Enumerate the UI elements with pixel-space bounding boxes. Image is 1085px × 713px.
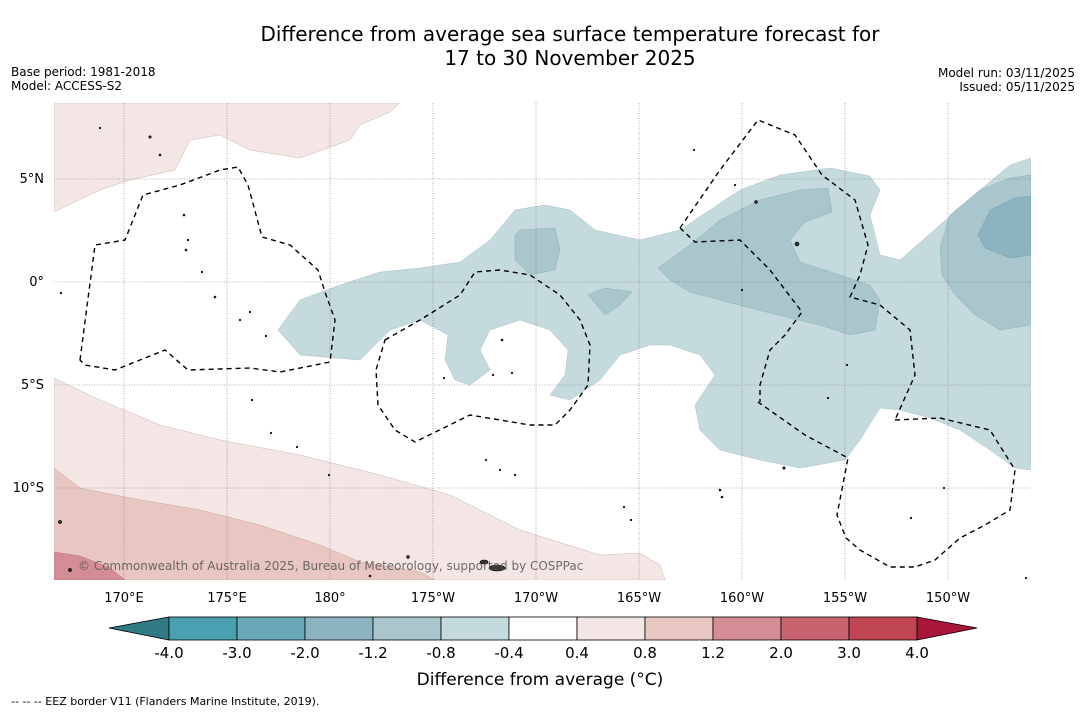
colorbar-bin <box>372 616 442 641</box>
colorbar-bin <box>780 616 850 641</box>
lon-label: 170°E <box>104 591 144 606</box>
colorbar-bin <box>576 616 646 641</box>
longitude-labels: 170°E 175°E 180° 175°W 170°W 165°W 160°W… <box>104 591 970 606</box>
eez-footnote: -- -- -- EEZ border V11 (Flanders Marine… <box>11 695 320 708</box>
lon-label: 160°W <box>720 591 764 606</box>
cool-region-light <box>277 157 1031 471</box>
colorbar-tick-label: -1.2 <box>358 644 387 662</box>
copyright-notice: © Commonwealth of Australia 2025, Bureau… <box>78 559 583 573</box>
colorbar-tick-label: 0.8 <box>633 644 657 662</box>
warm-region-south-strong <box>54 551 126 580</box>
colorbar-tick-label: 0.4 <box>565 644 589 662</box>
issued-date: Issued: 05/11/2025 <box>959 80 1075 94</box>
lon-label: 165°W <box>617 591 661 606</box>
colorbar-bin <box>440 616 510 641</box>
colorbar-tick-label: 4.0 <box>905 644 929 662</box>
colorbar-bin <box>304 616 374 641</box>
eez-borders <box>79 119 1016 568</box>
base-period: Base period: 1981-2018 <box>11 65 156 79</box>
colorbar-tick-label: -0.4 <box>494 644 523 662</box>
cool-region-medium-4 <box>587 287 633 316</box>
latitude-labels: 5°N 0° 5°S 10°S <box>13 172 44 496</box>
islands <box>58 126 1028 580</box>
anomaly-field: © Commonwealth of Australia 2025, Bureau… <box>54 103 1031 580</box>
lat-label: 5°N <box>20 172 45 187</box>
colorbar-bin <box>644 616 714 641</box>
colorbar-bin <box>236 616 306 641</box>
colorbar-title: Difference from average (°C) <box>416 670 664 690</box>
lon-label: 180° <box>314 591 345 606</box>
colorbar-tick-label: -4.0 <box>154 644 183 662</box>
lon-label: 175°W <box>411 591 455 606</box>
eez-cook-north <box>757 401 1016 568</box>
eez-kiribati-gilbert <box>79 166 336 373</box>
map-title: Difference from average sea surface temp… <box>0 22 1085 70</box>
colorbar-bin <box>848 616 918 641</box>
colorbar-over-arrow <box>916 616 978 641</box>
colorbar-tick-label: -2.0 <box>290 644 319 662</box>
meta-right: Model run: 03/11/2025 Issued: 05/11/2025 <box>938 66 1075 94</box>
lon-label: 175°E <box>207 591 247 606</box>
colorbar-tick-label: 1.2 <box>701 644 725 662</box>
eez-line-islands-inner <box>679 227 803 402</box>
lon-label: 170°W <box>514 591 558 606</box>
model-run: Model run: 03/11/2025 <box>937 66 1075 80</box>
lon-label: 150°W <box>926 591 970 606</box>
colorbar-tick-label: -3.0 <box>222 644 251 662</box>
colorbar-bin <box>508 616 578 641</box>
meta-left: Base period: 1981-2018 Model: ACCESS-S2 <box>11 65 156 93</box>
colorbar-bin <box>712 616 782 641</box>
colorbar: -4.0 -3.0 -2.0 -1.2 -0.8 -0.4 0.4 0.8 1.2 2.0 3.0 4… <box>108 616 978 662</box>
lat-label: 10°S <box>13 481 44 496</box>
title-line-1: Difference from average sea surface temp… <box>260 22 880 46</box>
lon-label: 155°W <box>823 591 867 606</box>
colorbar-tick-label: -0.8 <box>426 644 455 662</box>
cool-region-strong <box>977 195 1031 259</box>
eez-line-islands <box>679 119 916 421</box>
colorbar-bin <box>168 616 238 641</box>
colorbar-tick-label: 3.0 <box>837 644 861 662</box>
cool-region-medium-1 <box>657 187 881 336</box>
warm-region-north <box>54 103 401 213</box>
colorbar-under-arrow <box>108 616 170 641</box>
colorbar-tick-label: 2.0 <box>769 644 793 662</box>
title-line-2: 17 to 30 November 2025 <box>444 46 696 70</box>
lat-label: 0° <box>29 275 44 290</box>
gridlines <box>54 103 1031 580</box>
lat-label: 5°S <box>21 378 44 393</box>
warm-region-south-medium <box>54 467 436 580</box>
model-name: Model: ACCESS-S2 <box>11 79 123 93</box>
cool-region-medium-3 <box>514 227 561 276</box>
